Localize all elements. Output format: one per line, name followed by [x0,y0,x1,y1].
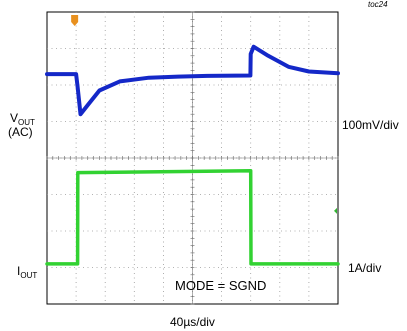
vout-label: VOUT [10,112,35,129]
ground-marker-icon [71,15,79,26]
iout-label: IOUT [17,265,37,282]
x-scale-label: 40µs/div [170,315,215,329]
vout-sub: OUT [18,118,35,127]
vout-scale-label: 100mV/div [342,118,399,132]
vout-ac-label: (AC) [8,125,33,139]
mode-annotation: MODE = SGND [175,278,266,293]
iout-sub: OUT [20,271,38,280]
trigger-marker-icon [334,207,337,214]
vout-main: V [10,111,19,125]
vout-trace [45,44,340,117]
traces [45,44,340,266]
iout-trace [45,169,340,266]
iout-main: I [17,264,21,278]
iout-scale-label: 1A/div [348,261,382,275]
figure-tag: toc24 [368,0,388,9]
channel-markers [71,15,337,214]
